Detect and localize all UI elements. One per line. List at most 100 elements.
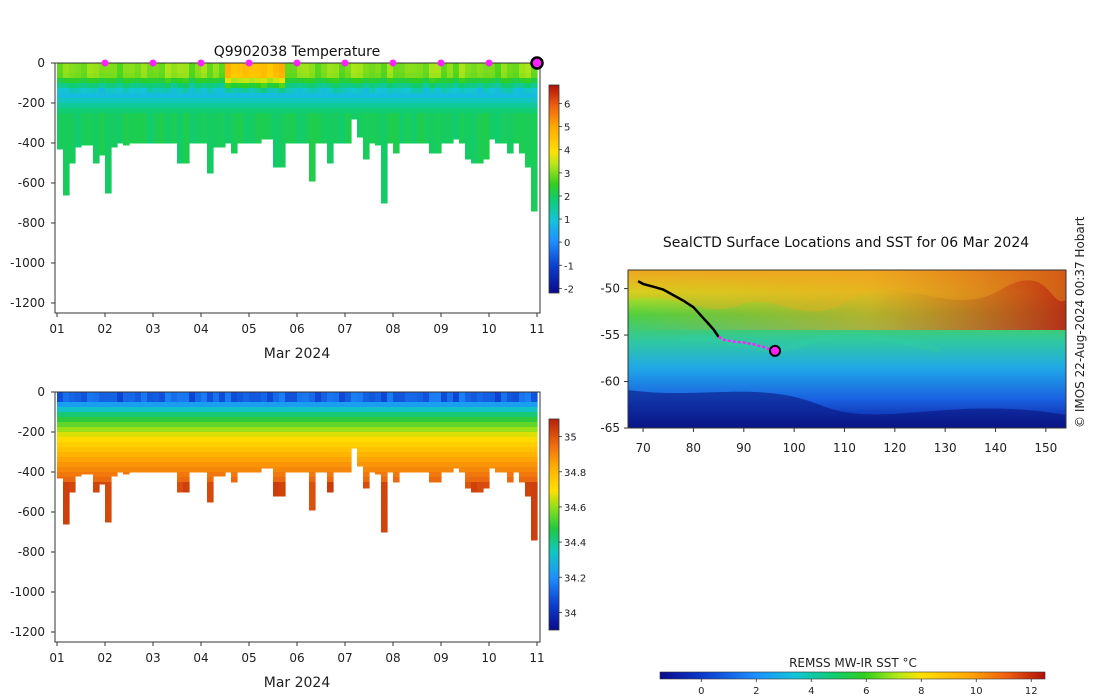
temperature-cell [297,98,304,104]
salinity-cell [93,437,100,443]
colorbar-tick-label: 2 [564,192,570,203]
x-tick-label: 03 [145,322,160,336]
salinity-cell [291,447,298,453]
temperature-cell [111,88,118,94]
salinity-cell [153,417,160,423]
temperature-cell [261,133,268,139]
temperature-cell [513,103,520,109]
temperature-cell [411,73,418,79]
salinity-cell [381,427,388,433]
temperature-cell [429,63,436,69]
temperature-cell [87,143,94,146]
salinity-cell [291,437,298,443]
salinity-cell [285,402,292,408]
x-tick-label: 04 [193,322,208,336]
temperature-cell [189,118,196,124]
salinity-cell [255,392,262,398]
salinity-cell [321,402,328,408]
salinity-cell [285,462,292,468]
temperature-cell [249,128,256,134]
salinity-cell [309,472,316,478]
temperature-cell [93,68,100,74]
temperature-cell [345,88,352,94]
temperature-cell [339,83,346,89]
salinity-cell [261,427,268,433]
salinity-cell [177,422,184,428]
temperature-cell [243,98,250,104]
x-tick-label: 10 [481,322,496,336]
salinity-cell [255,462,262,468]
temperature-cell [183,83,190,89]
salinity-cell [129,462,136,468]
salinity-cell [531,492,538,498]
temperature-cell [453,88,460,94]
temperature-cell [423,118,430,124]
temperature-cell [195,68,202,74]
salinity-cell [393,447,400,453]
temperature-cell [63,118,70,124]
temperature-cell [411,103,418,109]
salinity-cell [57,422,64,428]
salinity-cell [69,402,76,408]
temperature-cell [81,118,88,124]
salinity-cell [315,437,322,443]
temperature-cell [147,103,154,109]
temperature-panel: Q9902038 Temperature 0-200-400-600-800-1… [10,44,574,362]
temperature-cell [333,73,340,79]
temperature-cell [63,113,70,119]
salinity-cell [207,447,214,453]
temperature-cell [531,203,538,209]
temperature-cell [465,93,472,99]
salinity-cell [369,442,376,448]
salinity-cell [219,447,226,453]
salinity-cell [243,427,250,433]
salinity-cell [129,442,136,448]
temperature-cell [387,83,394,89]
salinity-cell [261,452,268,458]
salinity-cell [381,432,388,438]
salinity-cell [93,432,100,438]
temperature-cell [489,103,496,109]
salinity-cell [381,472,388,478]
colorbar-tick-label: 4 [564,146,570,157]
salinity-cell [93,412,100,418]
temperature-cell [201,123,208,129]
salinity-cell [219,467,226,473]
temperature-cell [273,63,280,69]
temperature-cell [345,103,352,109]
salinity-cell [393,397,400,403]
salinity-cell [105,482,112,488]
temperature-cell [357,103,364,109]
temperature-cell [303,133,310,139]
salinity-cell [321,407,328,413]
salinity-cell [183,422,190,428]
temperature-cell [261,63,268,69]
temperature-cell [129,113,136,119]
temperature-cell [285,138,292,144]
salinity-cell [435,422,442,428]
salinity-cell [441,462,448,468]
salinity-cell [483,472,490,478]
temperature-cell [195,93,202,99]
salinity-cell [105,447,112,453]
salinity-cell [423,417,430,423]
salinity-cell [165,437,172,443]
temperature-cell [261,83,268,89]
salinity-cell [387,397,394,403]
temperature-cell [471,113,478,119]
salinity-cell [225,412,232,418]
y-tick-label: -1000 [10,585,45,599]
temperature-cell [405,138,412,144]
salinity-cell [105,427,112,433]
salinity-cell [489,442,496,448]
salinity-cell [75,472,82,477]
temperature-cell [519,98,526,104]
salinity-cell [375,472,382,475]
temperature-cell [237,83,244,89]
salinity-cell [447,427,454,433]
temperature-cell [249,63,256,69]
temperature-cell [243,108,250,114]
temperature-cell [519,143,526,149]
temperature-cell [171,88,178,94]
